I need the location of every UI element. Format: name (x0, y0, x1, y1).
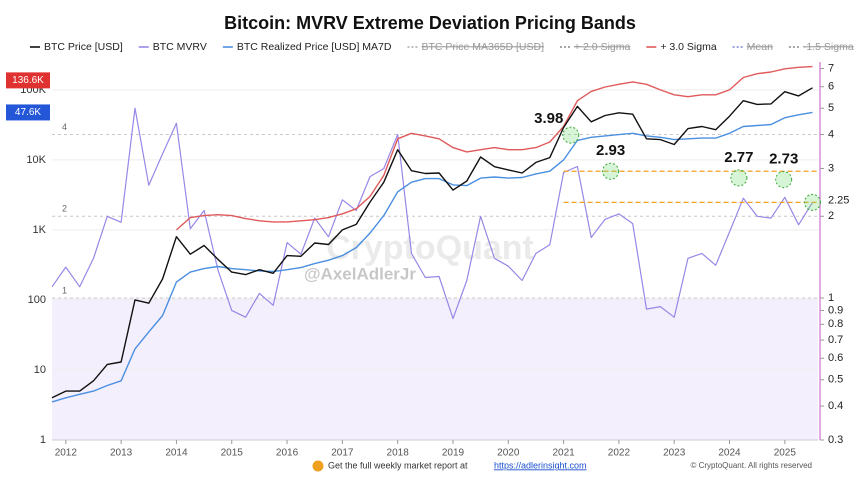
x-tick-label: 2018 (387, 448, 410, 459)
y2-tick-label: 1 (828, 292, 834, 304)
y2-tick-label: 6 (828, 81, 834, 93)
annotation-label: 2.73 (769, 151, 798, 168)
series-line (51, 87, 813, 399)
y2-tick-label: 0.6 (828, 352, 843, 364)
annotation-marker (602, 162, 620, 180)
legend-label[interactable]: + 3.0 Sigma (660, 41, 716, 53)
legend-label[interactable]: Mean (747, 41, 773, 53)
x-tick-label: 2022 (608, 448, 631, 459)
x-tick-label: 2025 (774, 448, 797, 459)
watermark: CryptoQuant (326, 229, 534, 267)
x-tick-label: 2020 (497, 448, 520, 459)
y-tick-label: 100 (28, 294, 46, 306)
annotation-marker (562, 126, 580, 144)
annotation-label: 3.98 (534, 110, 563, 127)
annotation-label: 2.93 (596, 142, 625, 159)
annotation-marker (803, 193, 821, 211)
y2-tick-label: 0.9 (828, 304, 843, 316)
x-tick-label: 2016 (276, 448, 299, 459)
x-tick-label: 2019 (442, 448, 465, 459)
copyright: © CryptoQuant. All rights reserved (691, 461, 813, 470)
series-line (175, 65, 813, 231)
undervalued-zone (52, 298, 818, 440)
y2-tick-label: 0.7 (828, 334, 843, 346)
annotation-marker (775, 171, 793, 189)
legend-label[interactable]: BTC Price [USD] (44, 41, 123, 53)
x-tick-label: 2013 (110, 448, 133, 459)
x-tick-label: 2023 (663, 448, 686, 459)
reference-label: 1 (62, 285, 67, 295)
y2-tick-label: 4 (828, 128, 834, 140)
y2-tick-label: 2 (828, 210, 834, 222)
legend-label[interactable]: BTC MVRV (153, 41, 207, 53)
y2-tick-label: 5 (828, 102, 834, 114)
watermark-handle: @AxelAdlerJr (304, 264, 416, 283)
y2-tick-label: 0.5 (828, 374, 843, 386)
x-tick-label: 2012 (55, 448, 78, 459)
x-tick-label: 2015 (221, 448, 244, 459)
legend-label[interactable]: BTC Realized Price [USD] MA7D (237, 41, 392, 53)
x-tick-label: 2021 (552, 448, 575, 459)
value-badge (6, 72, 50, 89)
series-line (51, 107, 814, 320)
y-tick-label: 1K (33, 224, 47, 236)
value-badge (6, 104, 50, 121)
chart-title: Bitcoin: MVRV Extreme Deviation Pricing … (224, 13, 636, 33)
y2-tick-label: 0.4 (828, 400, 843, 412)
reference-label: 2 (62, 204, 67, 214)
legend-label[interactable]: + 2.0 Sigma (574, 41, 630, 53)
legend: BTC Price [USD] BTC MVRV BTC Realized Pric… (30, 41, 854, 53)
x-tick-label: 2017 (331, 448, 354, 459)
x-tick-label: 2024 (718, 448, 741, 459)
value-badge-label: 136.6K (12, 75, 44, 86)
y2-tick-label: 7 (828, 62, 834, 74)
series-line (51, 111, 813, 403)
annotation-label: 2.25 (828, 194, 849, 206)
y2-tick-label: 0.3 (828, 434, 843, 446)
y2-tick-label: 3 (828, 162, 834, 174)
footer-link[interactable]: https://adlerinsight.com (494, 460, 587, 470)
y-tick-label: 1 (40, 434, 46, 446)
legend-label[interactable]: -1.5 Sigma (803, 41, 854, 53)
value-badge-label: 47.6K (15, 107, 41, 118)
annotation-label: 2.77 (724, 149, 753, 166)
reference-label: 4 (62, 122, 67, 132)
annotation-marker (730, 169, 748, 187)
x-tick-label: 2014 (165, 448, 188, 459)
y-tick-label: 10K (26, 154, 46, 166)
legend-label[interactable]: BTC Price MA365D [USD] (421, 41, 544, 53)
y2-tick-label: 0.8 (828, 318, 843, 330)
footer-text: Get the full weekly market report at (328, 460, 468, 470)
footer-icon (312, 460, 324, 472)
y-tick-label: 10 (34, 364, 46, 376)
